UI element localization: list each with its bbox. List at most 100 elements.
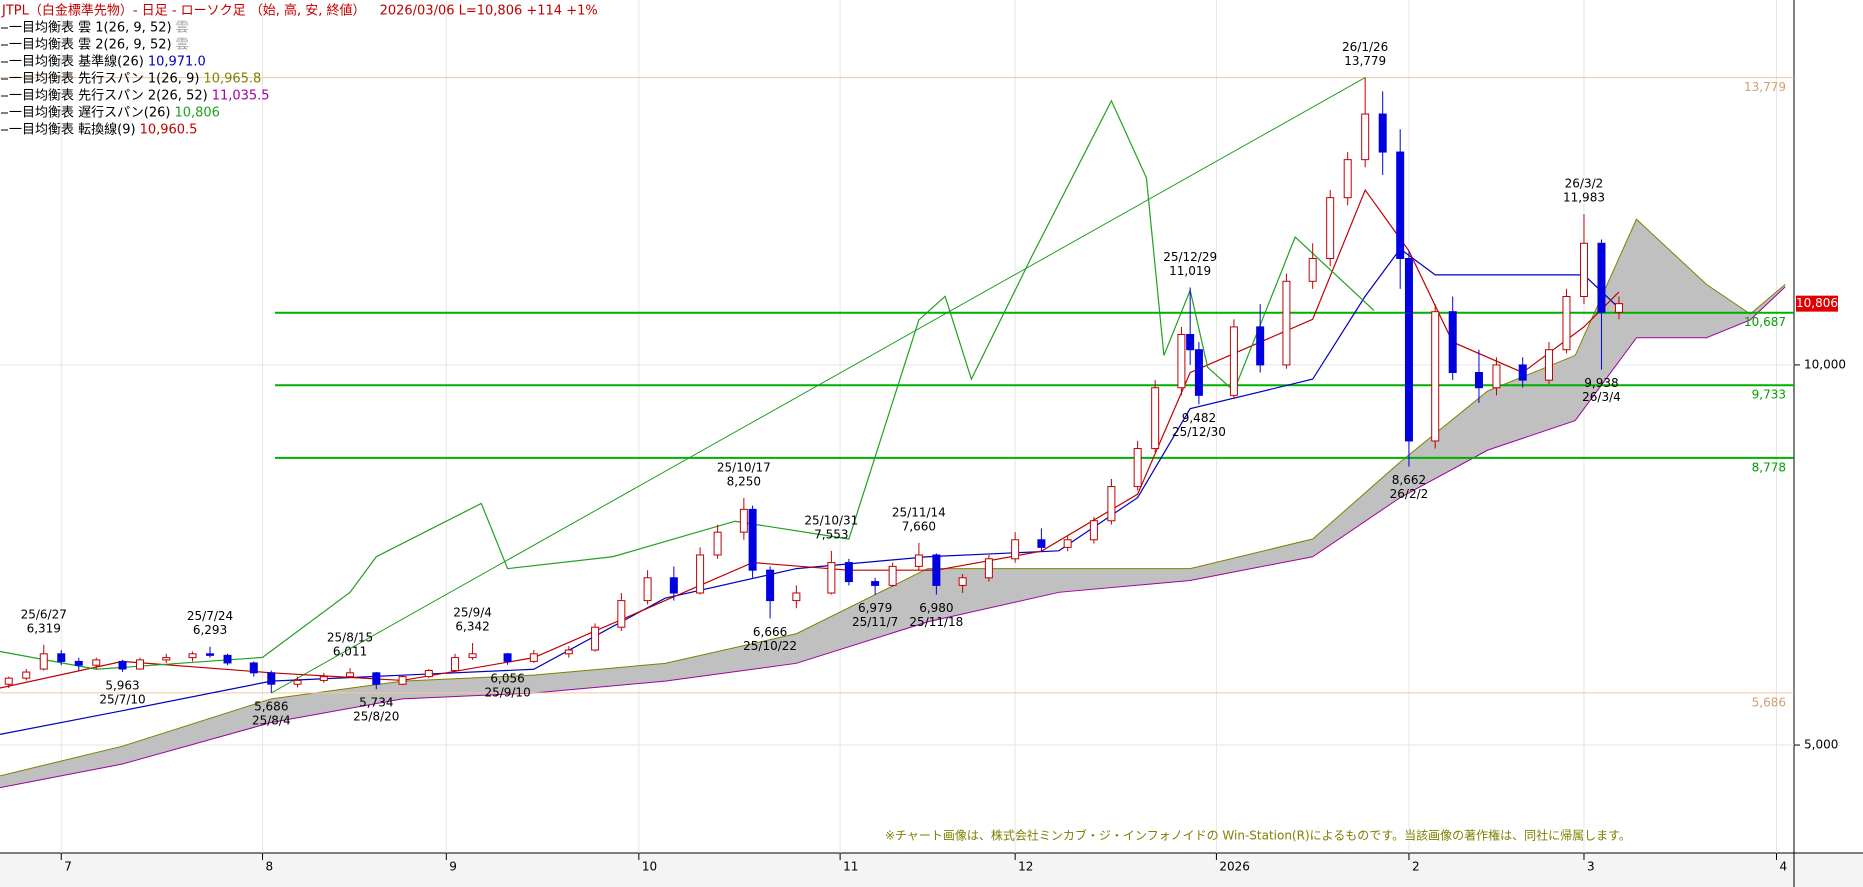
candle-body [748, 508, 757, 571]
candle-body [739, 508, 748, 533]
annotation-text: 25/6/27 [21, 607, 67, 621]
horizontal-line-label: 9,733 [1752, 388, 1786, 402]
candle-body [1089, 520, 1098, 541]
legend-label: 一目均衡表 転換線(9) [9, 122, 136, 138]
cloud [0, 219, 1786, 788]
annotation-text: 25/8/15 [327, 631, 373, 645]
annotation-text: 25/12/29 [1163, 250, 1217, 264]
grid [0, 0, 1800, 860]
span2-line [0, 286, 1786, 789]
candle-body [451, 657, 460, 672]
candle-body [844, 562, 853, 583]
candle-body [1474, 372, 1483, 389]
annotation-text: 25/10/31 [804, 513, 858, 527]
candle-body [74, 660, 83, 666]
candle-body [1597, 242, 1606, 313]
last-price-label: 10,806 [1796, 296, 1838, 310]
candle-body [118, 660, 127, 670]
candle-body [162, 657, 171, 661]
annotation-text: 25/11/14 [892, 505, 946, 519]
legend-value: 10,960.5 [140, 123, 198, 138]
candle-body [1562, 295, 1571, 351]
horizontal-line-label: 5,686 [1752, 695, 1786, 709]
copyright-note: ※チャート画像は、株式会社ミンカブ・ジ・インフォノイドの Win-Station… [885, 828, 1631, 843]
annotation-text: 6,342 [455, 620, 489, 634]
legend-label: 一目均衡表 雲 2(26, 9, 52) [9, 38, 172, 53]
candle-body [1177, 334, 1186, 389]
candle-body [766, 569, 775, 602]
legend-label: 一目均衡表 基準線(26) [9, 54, 144, 70]
candle-body [206, 653, 215, 656]
annotation-text: 25/7/10 [99, 692, 145, 706]
candle-body [267, 672, 276, 685]
candle-body [39, 653, 48, 670]
candle-body [713, 531, 722, 556]
candle-body [529, 653, 538, 662]
x-axis-strip [0, 853, 1863, 887]
x-tick-label: 7 [64, 860, 72, 874]
candle-body [398, 676, 407, 685]
legend-label: 一目均衡表 雲 1(26, 9, 52) [9, 21, 172, 36]
marks [0, 77, 1838, 789]
candle-body [871, 581, 880, 586]
candle-body [643, 577, 652, 602]
candle-body [424, 670, 433, 678]
annotation-text: 6,011 [333, 645, 367, 659]
candle-body [4, 677, 13, 685]
x-tick-label: 4 [1779, 860, 1787, 874]
candle-body [984, 558, 993, 579]
candle-body [1063, 539, 1072, 548]
y-tick-label: 5,000 [1804, 738, 1838, 752]
legend-value: 10,806 [174, 106, 220, 121]
candle-body [1448, 311, 1457, 374]
annotation-text: 9,938 [1584, 376, 1618, 390]
labels: JTPL（白金標準先物）- 日足 - ローソク足 （始, 高, 安, 終値） 20… [1, 3, 1846, 874]
candle-body [1518, 364, 1527, 381]
legend-label: 一目均衡表 先行スパン 1(26, 9) [9, 72, 199, 87]
annotation-text: 8,662 [1392, 473, 1426, 487]
indicator-line [0, 99, 1375, 670]
x-tick-label: 3 [1587, 860, 1595, 874]
horizontal-line-label: 10,687 [1744, 315, 1786, 329]
candle-body [346, 672, 355, 678]
candle-body [1308, 257, 1317, 282]
annotation-text: 5,734 [359, 696, 393, 710]
annotation-text: 6,980 [919, 601, 953, 615]
candle-body [188, 653, 197, 659]
candle-body [1133, 448, 1142, 488]
annotation-text: 25/11/18 [909, 615, 963, 629]
candle-body [1011, 539, 1020, 560]
candle-body [1194, 349, 1203, 396]
chart-title: JTPL（白金標準先物）- 日足 - ローソク足 （始, 高, 安, 終値） [1, 3, 366, 19]
x-tick-label: 2 [1412, 860, 1420, 874]
candle-body [1396, 151, 1405, 259]
annotation-text: 11,019 [1169, 264, 1211, 278]
candle-body [1378, 113, 1387, 153]
legend-value: 雲 [176, 21, 189, 36]
candle-body [696, 554, 705, 594]
annotation-text: 25/12/30 [1172, 425, 1226, 439]
candle-body [223, 654, 232, 664]
annotation-text: 7,553 [814, 527, 848, 541]
annotation-text: 25/10/22 [743, 639, 797, 653]
candle-body [1343, 159, 1352, 199]
candle-body [1326, 197, 1335, 259]
candle-body [1229, 326, 1238, 396]
candle-body [249, 662, 258, 674]
annotation-text: 13,779 [1344, 54, 1386, 68]
horizontal-line-label: 8,778 [1752, 460, 1786, 474]
candle-body [1544, 349, 1553, 381]
candle-body [1107, 486, 1116, 522]
x-tick-label: 12 [1018, 860, 1033, 874]
x-tick-label: 9 [449, 860, 457, 874]
annotation-text: 8,250 [727, 474, 761, 488]
candle-body [92, 659, 101, 666]
y-tick-label: 10,000 [1804, 357, 1846, 371]
candle-body [503, 653, 512, 662]
candle-body [914, 554, 923, 567]
candle-body [1579, 242, 1588, 297]
candle-body [1151, 387, 1160, 450]
candle-body [1282, 280, 1291, 366]
candle-body [468, 653, 477, 659]
